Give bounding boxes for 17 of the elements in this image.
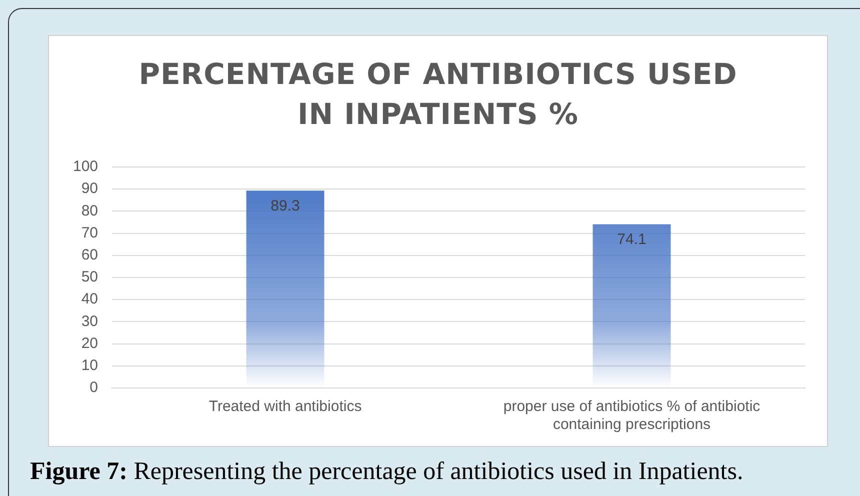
- y-tick-label: 70: [81, 224, 98, 242]
- y-tick-label: 30: [81, 312, 98, 330]
- data-label: 74.1: [617, 230, 646, 248]
- y-tick-label: 90: [81, 180, 98, 198]
- data-label: 89.3: [270, 197, 300, 214]
- caption: Figure 7: Representing the percentage of antibiotics used in Inpatients.: [30, 458, 744, 486]
- x-tick-label: proper use of antibiotics % of antibiotic containing prescriptions: [503, 398, 761, 434]
- y-tick-label: 10: [81, 357, 98, 374]
- y-tick-label: 0: [90, 379, 98, 396]
- y-tick-label: 40: [81, 290, 98, 308]
- y-tick-label: 80: [81, 202, 98, 220]
- y-tick-label: 100: [72, 158, 98, 176]
- x-tick-label: Treated with antibiotics: [208, 398, 362, 416]
- chart-title: PERCENTAGE OF ANTIBIOTICS USED IN INPATIENTS %: [138, 56, 738, 133]
- y-tick-label: 20: [81, 334, 98, 352]
- y-tick-label: 50: [81, 268, 98, 286]
- y-tick-label: 60: [81, 246, 98, 264]
